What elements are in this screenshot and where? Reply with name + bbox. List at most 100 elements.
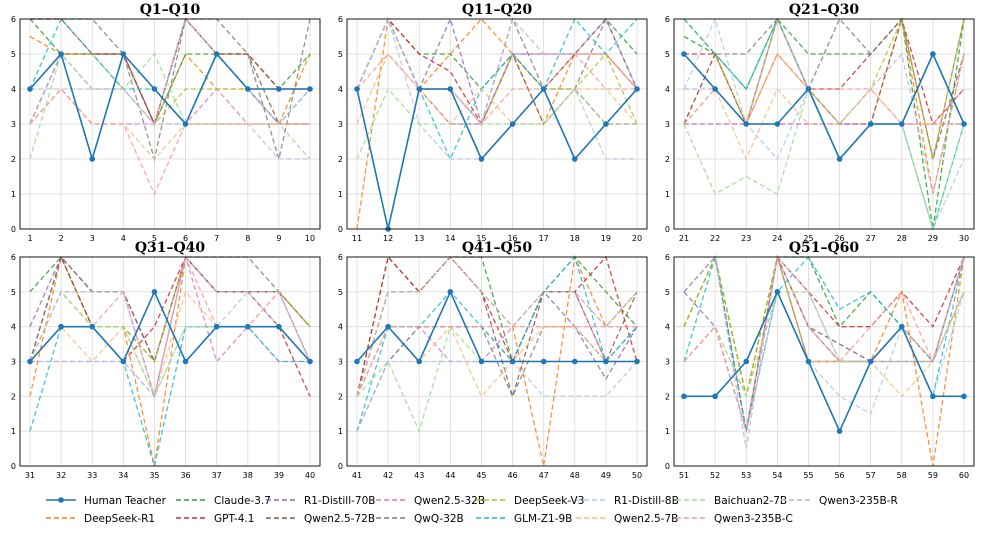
- x-tick-label: 4: [121, 234, 126, 243]
- panel-title: Q1–Q10: [140, 2, 201, 18]
- axes-frame: [19, 256, 321, 467]
- series-line-glm-z1-9b: [356, 255, 638, 432]
- panel-title: Q51–Q60: [789, 240, 860, 256]
- legend-label: R1-Distill-70B: [304, 495, 375, 507]
- legend-item-qwq-32b: QwQ-32B: [376, 513, 464, 525]
- human-teacher-point: [447, 289, 454, 295]
- legend-item-gpt-4-1: GPT-4.1: [176, 513, 254, 525]
- human-teacher-point: [743, 358, 750, 365]
- series-line-r1-distill-70b: [29, 255, 311, 364]
- legend-label: Human Teacher: [84, 495, 167, 507]
- x-tick-label: 49: [601, 471, 611, 480]
- x-tick-label: 18: [570, 234, 580, 243]
- human-teacher-point: [930, 393, 936, 400]
- series-line-deepseek-v3: [683, 16, 965, 160]
- human-teacher-point: [120, 51, 127, 57]
- human-teacher-point: [509, 121, 516, 127]
- y-tick-label: 4: [665, 323, 670, 332]
- human-teacher-point: [961, 121, 967, 127]
- human-teacher-point: [478, 156, 485, 162]
- human-teacher-point: [961, 393, 967, 400]
- y-tick-label: 2: [665, 155, 670, 164]
- legend-item-qwen3-235b-r: Qwen3-235B-R: [781, 495, 898, 507]
- human-teacher-point: [805, 358, 812, 365]
- human-teacher-point: [774, 121, 781, 127]
- legend-label: Qwen2.5-72B: [304, 513, 375, 525]
- x-tick-label: 40: [305, 471, 315, 480]
- x-tick-label: 45: [476, 471, 486, 480]
- y-tick-label: 0: [665, 225, 670, 234]
- legend-marker: [58, 497, 64, 503]
- human-teacher-point: [151, 86, 158, 92]
- x-tick-label: 48: [570, 471, 580, 480]
- human-teacher-point: [634, 358, 640, 365]
- x-tick-label: 46: [507, 471, 517, 480]
- series-line-qwen3-235b-c: [683, 52, 965, 126]
- human-teacher-point: [836, 156, 843, 162]
- human-teacher-point: [385, 323, 391, 330]
- y-tick-label: 6: [665, 15, 670, 24]
- legend-label: GPT-4.1: [214, 513, 254, 525]
- x-tick-label: 31: [25, 471, 35, 480]
- human-teacher-point: [354, 86, 360, 92]
- y-tick-label: 5: [338, 288, 343, 297]
- y-tick-label: 3: [665, 120, 670, 129]
- x-tick-label: 33: [87, 471, 97, 480]
- human-teacher-point: [867, 121, 874, 127]
- human-teacher-point: [571, 156, 578, 162]
- x-tick-label: 35: [149, 471, 159, 480]
- y-tick-label: 2: [11, 155, 16, 164]
- human-teacher-point: [540, 86, 547, 92]
- x-tick-label: 16: [507, 234, 517, 243]
- y-tick-label: 0: [665, 462, 670, 471]
- x-tick-label: 8: [245, 234, 250, 243]
- human-teacher-point: [27, 86, 33, 92]
- x-tick-label: 15: [476, 234, 486, 243]
- human-teacher-point: [151, 289, 158, 295]
- x-tick-label: 6: [183, 234, 188, 243]
- y-tick-label: 6: [665, 253, 670, 262]
- series-line-qwen3-235b-r: [356, 17, 638, 126]
- human-teacher-point: [244, 323, 251, 330]
- human-teacher-point: [898, 323, 905, 330]
- legend-label: Qwen3-235B-R: [819, 495, 898, 507]
- legend-label: Baichuan2-7B: [714, 495, 787, 507]
- x-tick-label: 50: [632, 471, 642, 480]
- x-tick-label: 58: [897, 471, 907, 480]
- human-teacher-point: [805, 86, 812, 92]
- human-teacher-point: [743, 121, 750, 127]
- x-tick-label: 29: [928, 234, 938, 243]
- legend-label: DeepSeek-V3: [514, 495, 584, 507]
- x-tick-label: 47: [539, 471, 549, 480]
- y-tick-label: 2: [338, 155, 343, 164]
- legend-label: R1-Distill-8B: [614, 495, 679, 507]
- legend-label: Qwen2.5-32B: [414, 495, 485, 507]
- panel-title: Q41–Q50: [462, 240, 533, 256]
- y-tick-label: 4: [338, 323, 343, 332]
- legend-item-human-teacher: Human Teacher: [46, 495, 167, 507]
- human-teacher-point: [603, 121, 609, 127]
- human-teacher-point: [416, 86, 423, 92]
- legend-label: Qwen2.5-7B: [614, 513, 678, 525]
- human-teacher-point: [244, 86, 251, 92]
- panel-q1-q10: 0 1 2 3 4 5 6 1 2 3 4 5 6 7 8 9 10 Q1–Q10: [11, 2, 321, 243]
- x-tick-label: 12: [383, 234, 393, 243]
- y-tick-label: 1: [665, 190, 670, 199]
- human-teacher-point: [27, 358, 33, 365]
- series-line-qwen3-235b-r: [356, 256, 638, 397]
- x-tick-label: 27: [866, 234, 876, 243]
- human-teacher-point: [58, 51, 64, 57]
- x-tick-label: 42: [383, 471, 393, 480]
- x-tick-label: 21: [679, 234, 689, 243]
- human-teacher-point: [712, 86, 718, 92]
- y-tick-label: 1: [11, 427, 16, 436]
- x-tick-label: 19: [601, 234, 611, 243]
- legend-item-deepseek-r1: DeepSeek-R1: [46, 513, 155, 525]
- legend-item-claude-3-7: Claude-3.7: [176, 495, 271, 507]
- x-tick-label: 28: [897, 234, 907, 243]
- y-tick-label: 0: [338, 462, 343, 471]
- x-tick-label: 20: [632, 234, 642, 243]
- legend-label: Claude-3.7: [214, 495, 271, 507]
